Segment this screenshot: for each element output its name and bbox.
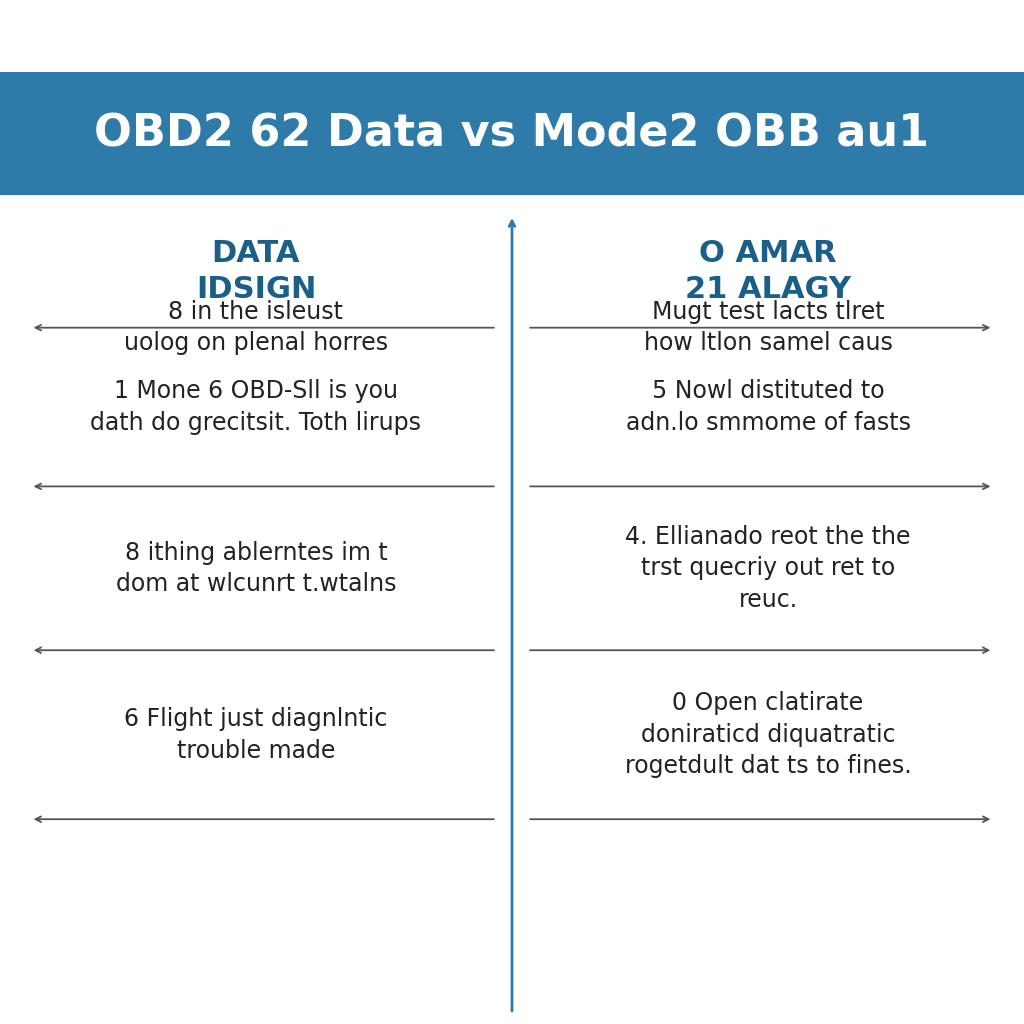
Text: 6 Flight just diagnlntic
trouble made: 6 Flight just diagnlntic trouble made — [124, 707, 388, 763]
Text: 0 Open clatirate
doniraticd diquatratic
rogetdult dat ts to fines.: 0 Open clatirate doniraticd diquatratic … — [625, 691, 911, 778]
Text: 8 in the isleust
uolog on plenal horres: 8 in the isleust uolog on plenal horres — [124, 300, 388, 355]
Text: 1 Mone 6 OBD-Sll is you
dath do grecitsit. Toth lirups: 1 Mone 6 OBD-Sll is you dath do grecitsi… — [90, 379, 422, 435]
Text: Mugt test lacts tlret
how ltlon samel caus: Mugt test lacts tlret how ltlon samel ca… — [643, 300, 893, 355]
Text: OBD2 62 Data vs Mode2 OBB au1: OBD2 62 Data vs Mode2 OBB au1 — [94, 112, 930, 155]
Text: 4. Ellianado reot the the
trst quecriy out ret to
reuc.: 4. Ellianado reot the the trst quecriy o… — [626, 524, 910, 612]
Text: O AMAR
21 ALAGY: O AMAR 21 ALAGY — [685, 239, 851, 304]
Text: 8 ithing ablerntes im t
dom at wlcunrt t.wtalns: 8 ithing ablerntes im t dom at wlcunrt t… — [116, 541, 396, 596]
Text: 5 Nowl distituted to
adn.lo smmome of fasts: 5 Nowl distituted to adn.lo smmome of fa… — [626, 379, 910, 435]
Text: DATA
IDSIGN: DATA IDSIGN — [196, 239, 316, 304]
FancyBboxPatch shape — [0, 72, 1024, 195]
